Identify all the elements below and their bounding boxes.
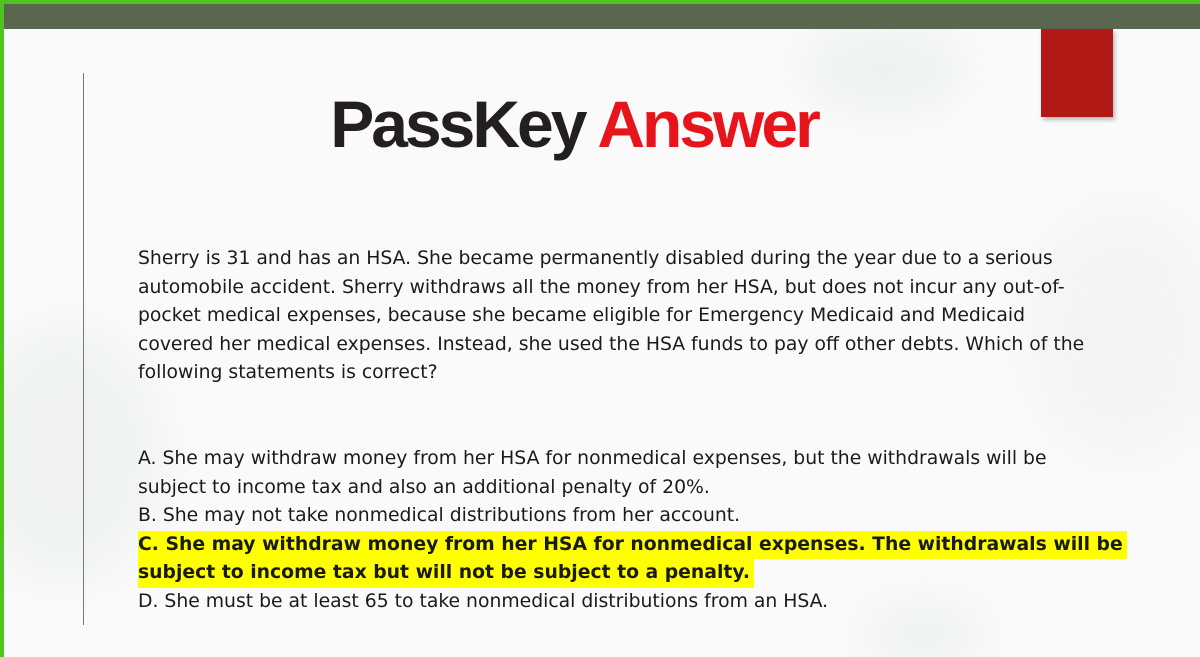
red-accent-box	[1041, 29, 1113, 117]
answer-option-b: B. She may not take nonmedical distribut…	[138, 502, 1098, 531]
answer-a-line-2: subject to income tax and also an additi…	[138, 476, 710, 498]
slide-title: PassKey Answer	[4, 84, 1144, 164]
answer-choices: A. She may withdraw money from her HSA f…	[138, 445, 1127, 617]
slide-top-bar	[4, 4, 1200, 29]
title-passkey: PassKey	[330, 87, 587, 161]
answer-c-line-1: C. She may withdraw money from her HSA f…	[138, 530, 1127, 559]
background-shape	[804, 24, 964, 114]
answer-option-d: D. She must be at least 65 to take nonme…	[138, 588, 1098, 617]
answer-a-line-1: A. She may withdraw money from her HSA f…	[138, 448, 1047, 469]
answer-d-line-1: D. She must be at least 65 to take nonme…	[138, 590, 829, 612]
background-shape	[864, 604, 984, 657]
answer-option-a: A. She may withdraw money from her HSA f…	[138, 445, 1098, 502]
title-answer: Answer	[597, 87, 820, 161]
answer-c-line-2: subject to income tax but will not be su…	[138, 559, 755, 588]
answer-option-c-correct: C. She may withdraw money from her HSA f…	[138, 530, 1127, 588]
background-shape	[1024, 204, 1200, 464]
question-text: Sherry is 31 and has an HSA. She became …	[138, 248, 1085, 383]
answer-b-line-1: B. She may not take nonmedical distribut…	[138, 505, 741, 526]
left-divider-line	[83, 73, 84, 625]
background-shape	[4, 324, 164, 584]
